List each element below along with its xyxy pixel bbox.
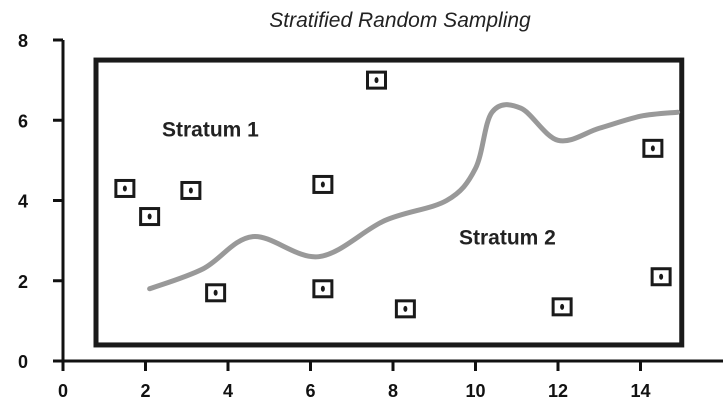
sample-point: [366, 70, 387, 90]
sample-point: [114, 178, 136, 198]
x-tick-label: 10: [465, 381, 485, 401]
x-tick-label: 12: [548, 381, 568, 401]
y-tick-label: 8: [18, 31, 28, 51]
sample-marker-dot: [188, 187, 193, 194]
sample-point: [642, 138, 664, 158]
x-tick-label: 0: [58, 381, 68, 401]
y-tick-label: 0: [18, 352, 28, 372]
stratum-label: Stratum 2: [459, 227, 556, 250]
sample-marker-dot: [147, 213, 152, 220]
stratum-boundary-curve: [147, 102, 681, 292]
sample-marker-dot: [374, 77, 379, 84]
x-tick-label: 2: [140, 381, 150, 401]
x-tick-label: 8: [388, 381, 398, 401]
x-tick-label: 4: [223, 381, 233, 401]
x-tick-label: 6: [305, 381, 315, 401]
y-tick-label: 4: [18, 192, 28, 212]
y-tick-label: 6: [18, 111, 28, 131]
sample-marker-dot: [320, 285, 325, 292]
sample-point: [312, 174, 334, 194]
boundary-layer: [147, 102, 681, 292]
stratum-label: Stratum 1: [162, 118, 259, 141]
diagram-title: Stratified Random Sampling: [269, 9, 531, 32]
sample-point: [394, 299, 416, 319]
sample-point: [139, 207, 161, 227]
y-tick-label: 2: [18, 272, 28, 292]
sample-marker-dot: [403, 305, 408, 312]
sample-marker-dot: [213, 289, 218, 296]
sample-point: [650, 267, 672, 287]
sample-point: [180, 180, 202, 200]
samples-layer: [114, 70, 672, 319]
sample-marker-dot: [560, 303, 565, 310]
sample-marker-dot: [320, 181, 325, 188]
sample-point: [205, 283, 227, 303]
sample-point: [312, 279, 334, 299]
x-tick-label: 14: [630, 381, 650, 401]
sample-marker-dot: [659, 273, 664, 280]
sample-marker-dot: [650, 145, 655, 152]
axes: 0 2 4 6 8 10 12 14 0 2 4 6 8: [18, 31, 723, 401]
sample-marker-dot: [122, 185, 127, 192]
study-area-frame: [93, 57, 685, 348]
strata-labels-layer: Stratum 1 Stratum 2: [162, 118, 556, 249]
study-area-layer: [93, 57, 685, 348]
sample-point: [551, 297, 573, 317]
